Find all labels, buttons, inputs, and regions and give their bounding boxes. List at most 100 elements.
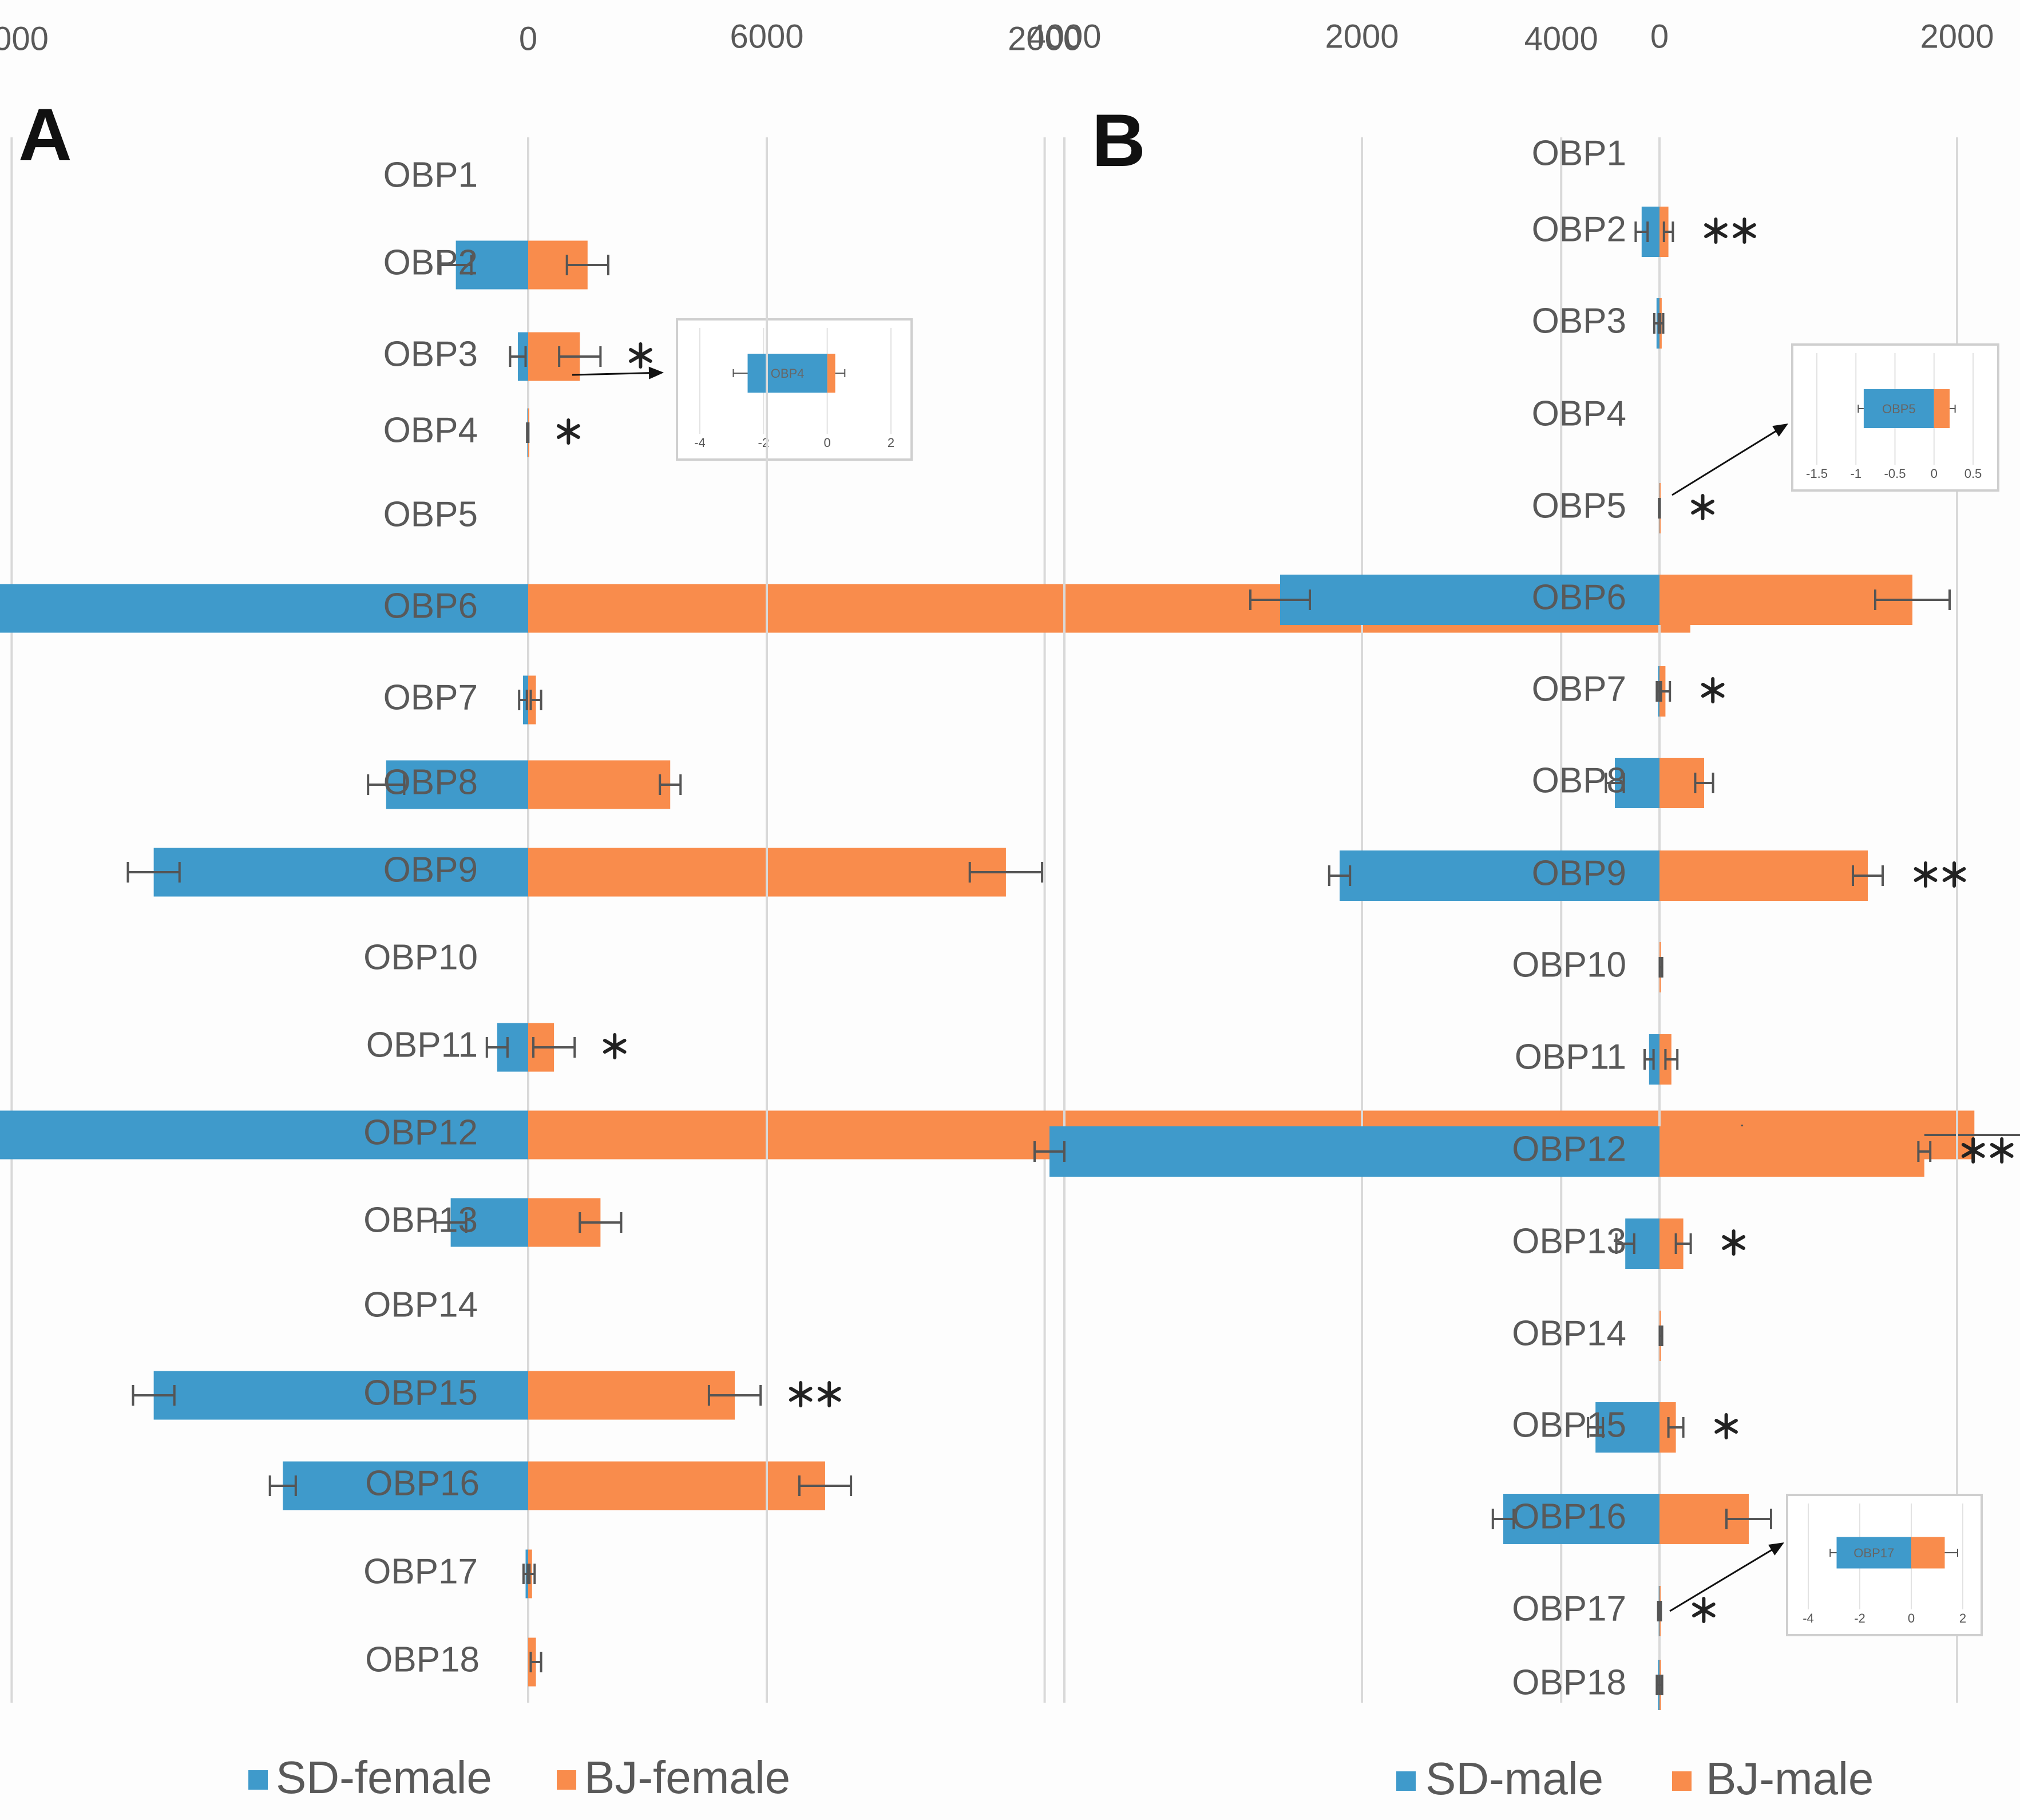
x-tick-label: 0 — [519, 20, 537, 57]
category-label: OBP8 — [383, 762, 478, 802]
category-label: OBP13 — [1512, 1221, 1626, 1261]
category-label: OBP11 — [1515, 1037, 1626, 1077]
inset-tick-label: 0 — [824, 436, 831, 450]
bar-bj-male-obp6 — [1659, 575, 1912, 625]
significance-star-stroke — [1692, 1603, 1716, 1617]
significance-marker-stroke — [629, 342, 652, 369]
inset-bar-sd — [747, 354, 827, 393]
significance-marker-stroke — [1990, 1137, 2014, 1164]
x-tick-label: 2000 — [1325, 18, 1399, 55]
bar-sd-male-obp15 — [1595, 1402, 1659, 1453]
legend-swatch — [248, 1770, 268, 1790]
significance-marker-stroke — [1691, 494, 1714, 520]
category-label: OBP12 — [1512, 1129, 1626, 1169]
panel-letter: A — [18, 93, 72, 176]
x-tick-label: 2000 — [1008, 20, 1082, 57]
inset-bar-label: OBP5 — [1882, 402, 1916, 416]
category-label: OBP16 — [365, 1463, 480, 1503]
category-label: OBP17 — [1512, 1589, 1626, 1628]
significance-star-stroke — [629, 348, 652, 363]
significance-star-stroke — [1714, 1419, 1738, 1434]
category-label: OBP9 — [383, 850, 478, 889]
bar-sd-male-obp12 — [1049, 1126, 1659, 1177]
inset-bar-label: OBP4 — [771, 366, 805, 381]
category-label: OBP15 — [363, 1373, 478, 1413]
significance-star-stroke — [556, 424, 580, 439]
significance-marker-stroke — [1942, 861, 1966, 888]
bar-sd-female-obp8 — [386, 760, 528, 809]
x-tick-label: 6000 — [730, 18, 803, 55]
significance-marker-stroke — [1701, 677, 1725, 703]
significance-marker-stroke — [1733, 217, 1756, 244]
category-label: OBP18 — [1512, 1663, 1626, 1702]
bar-sd-female-obp16 — [283, 1461, 528, 1510]
panel-letter: B — [1092, 98, 1146, 182]
inset-bar-label: OBP17 — [1853, 1546, 1894, 1560]
bar-sd-male-obp9 — [1340, 850, 1659, 901]
bar-bj-female-obp16 — [528, 1461, 825, 1510]
category-label: OBP7 — [1532, 669, 1626, 709]
significance-marker-stroke — [1692, 1597, 1716, 1623]
category-label: OBP8 — [1532, 761, 1626, 800]
category-label: OBP1 — [1532, 133, 1626, 173]
bar-sd-female-obp6 — [0, 584, 528, 633]
bar-bj-female-obp8 — [528, 760, 671, 809]
inset-tick-label: -0.5 — [1884, 466, 1906, 481]
bar-sd-female-obp12 — [0, 1110, 528, 1160]
category-label: OBP12 — [363, 1113, 478, 1152]
legend-swatch — [1672, 1771, 1692, 1791]
inset-tick-label: 0 — [1908, 1611, 1915, 1625]
inset-arrow-line — [572, 372, 653, 376]
significance-star-stroke — [1701, 683, 1725, 698]
inset-tick-label: -2 — [1854, 1611, 1865, 1625]
inset-arrow-head — [1768, 1542, 1784, 1556]
significance-marker-stroke — [1914, 861, 1938, 888]
x-tick-label: 2000 — [0, 20, 49, 57]
x-tick-label: 0 — [1650, 18, 1669, 55]
category-label: OBP5 — [1532, 486, 1626, 525]
category-label: OBP6 — [383, 586, 478, 626]
significance-star-stroke — [1990, 1143, 2014, 1158]
category-label: OBP14 — [363, 1285, 478, 1324]
category-label: OBP3 — [1532, 301, 1626, 341]
inset-bar-bj — [827, 354, 835, 393]
significance-marker-stroke — [1704, 217, 1728, 244]
significance-star-stroke — [1942, 867, 1966, 882]
legend-swatch — [557, 1770, 576, 1790]
legend-label: SD-female — [276, 1752, 492, 1803]
inset-bar-bj — [1911, 1537, 1945, 1569]
bar-bj-male-obp9 — [1659, 850, 1868, 901]
bar-sd-male-obp16 — [1503, 1494, 1659, 1544]
inset-tick-label: 0 — [1931, 466, 1938, 481]
significance-star-stroke — [1914, 867, 1938, 882]
inset-tick-label: -1.5 — [1806, 466, 1828, 481]
bar-sd-female-obp15 — [153, 1371, 528, 1420]
significance-star-stroke — [1961, 1143, 1985, 1158]
bar-bj-male-obp12 — [1659, 1126, 1924, 1177]
category-label: OBP6 — [1532, 577, 1626, 617]
inset-bar-sd — [1836, 1537, 1911, 1569]
significance-star-stroke — [603, 1039, 627, 1054]
legend-label: BJ-male — [1706, 1753, 1874, 1804]
x-tick-label: 2000 — [1920, 18, 1994, 55]
significance-marker-stroke — [603, 1033, 627, 1059]
inset-arrow-head — [1772, 424, 1788, 437]
significance-star-stroke — [1733, 223, 1756, 238]
inset-arrow-line — [1669, 1548, 1775, 1612]
bar-bj-female-obp15 — [528, 1371, 735, 1420]
category-label: OBP16 — [1512, 1497, 1626, 1536]
category-label: OBP10 — [363, 937, 478, 977]
bar-sd-male-obp6 — [1280, 575, 1659, 625]
category-label: OBP5 — [383, 494, 478, 534]
inset-tick-label: -1 — [1850, 466, 1861, 481]
category-label: OBP4 — [1532, 394, 1626, 433]
significance-marker-stroke — [556, 418, 580, 445]
category-label: OBP17 — [363, 1552, 478, 1591]
category-label: OBP2 — [1532, 209, 1626, 249]
category-label: OBP15 — [1512, 1405, 1626, 1445]
significance-star-stroke — [817, 1387, 841, 1402]
significance-marker-stroke — [1714, 1413, 1738, 1439]
category-label: OBP2 — [383, 243, 478, 282]
